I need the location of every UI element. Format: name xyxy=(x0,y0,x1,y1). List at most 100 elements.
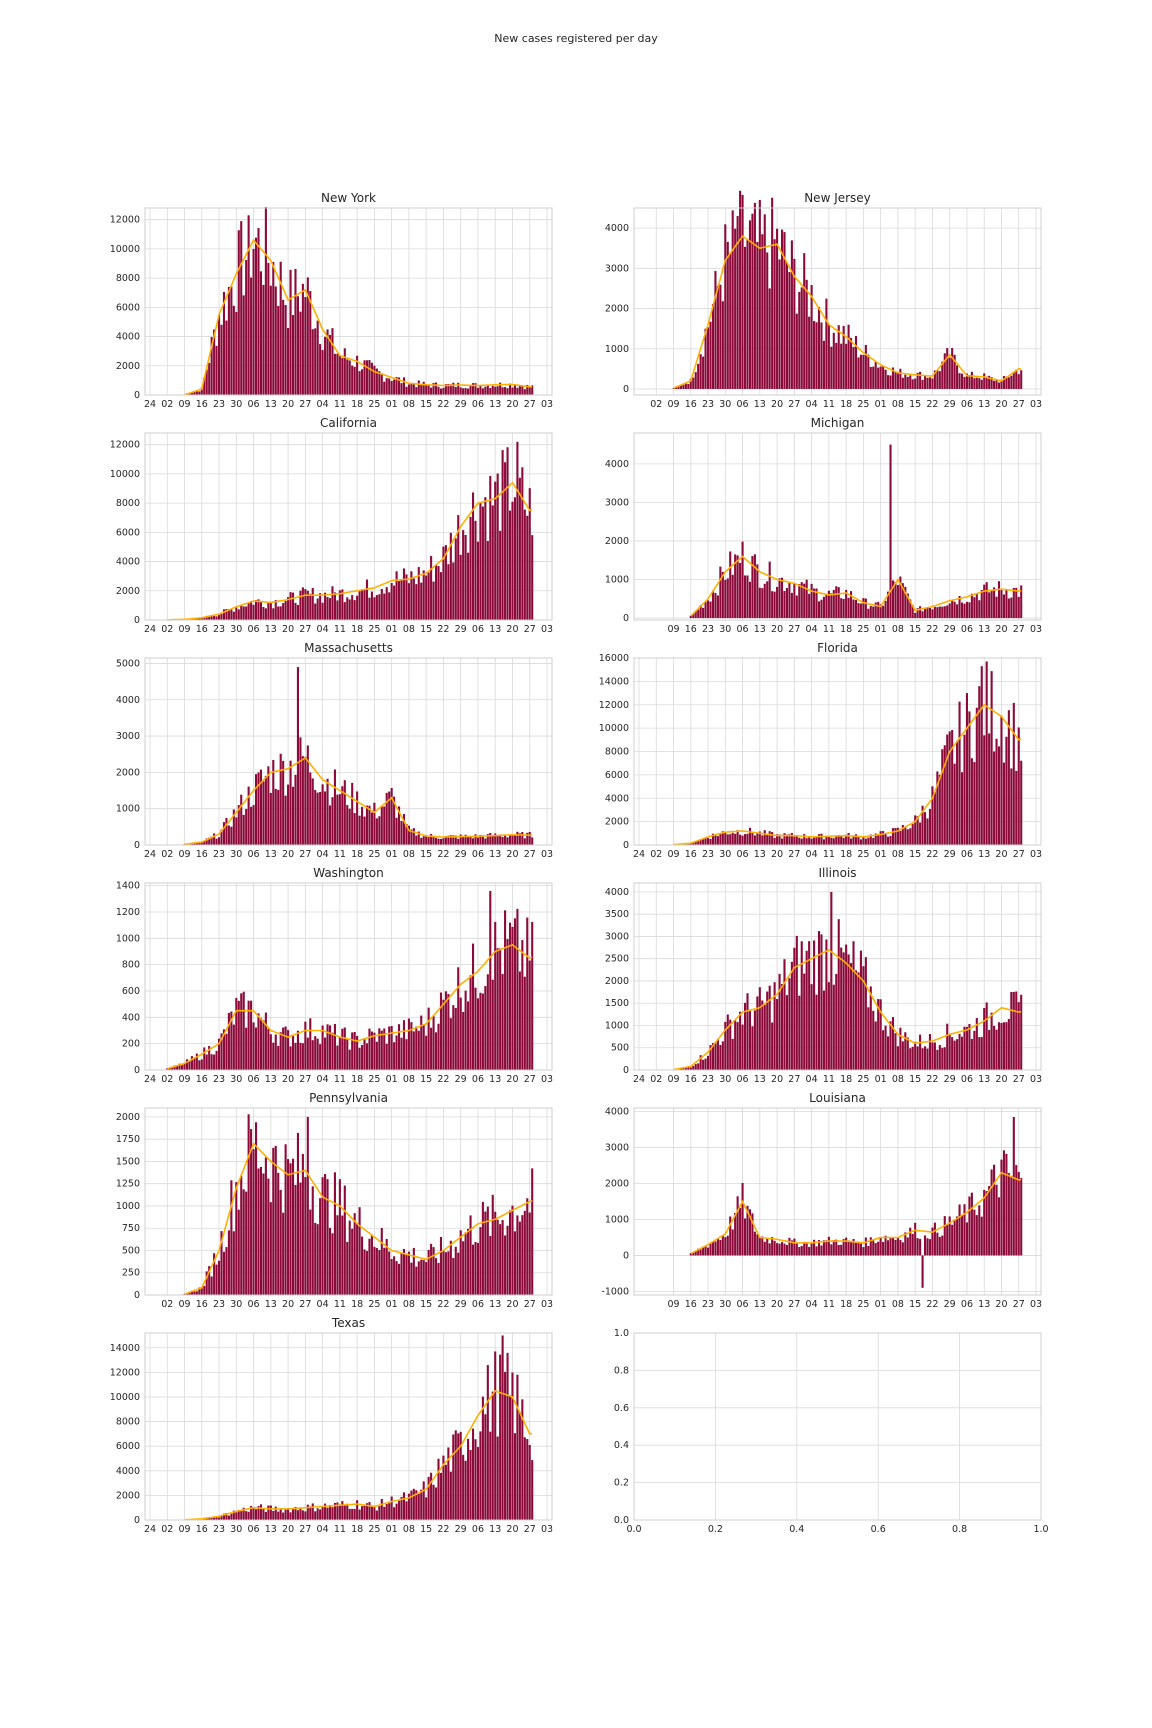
bar xyxy=(958,1034,961,1070)
bar xyxy=(220,829,223,845)
bar xyxy=(882,1241,885,1256)
bar xyxy=(827,982,830,1070)
bar xyxy=(412,828,415,845)
bar xyxy=(225,609,228,620)
y-tick-label: 12000 xyxy=(599,700,629,711)
x-tick-label: 30 xyxy=(230,1074,242,1085)
bar xyxy=(272,1147,275,1295)
x-tick-label: 13 xyxy=(978,1074,990,1085)
bar xyxy=(222,822,226,845)
bar xyxy=(785,834,788,845)
x-tick-label: 20 xyxy=(506,1524,518,1535)
bar xyxy=(430,1243,433,1295)
bar xyxy=(810,583,813,619)
bar xyxy=(326,1179,329,1295)
x-tick-label: 16 xyxy=(685,399,697,410)
bar xyxy=(689,1067,692,1070)
bar xyxy=(914,378,917,389)
bar xyxy=(257,228,260,395)
x-tick-label: 13 xyxy=(265,399,277,410)
bar xyxy=(205,615,208,620)
x-tick-label: 20 xyxy=(771,1299,783,1310)
bar xyxy=(504,835,507,845)
bar xyxy=(501,450,504,620)
bar xyxy=(872,366,875,389)
bar xyxy=(756,996,759,1070)
bar xyxy=(788,271,791,389)
bar xyxy=(726,834,729,845)
bar xyxy=(314,328,317,395)
y-tick-label: 10000 xyxy=(110,469,140,480)
bar xyxy=(284,1508,287,1520)
x-tick-label: 27 xyxy=(299,624,311,635)
x-tick-label: 06 xyxy=(248,1299,260,1310)
bar xyxy=(985,376,988,389)
bar xyxy=(471,943,475,1070)
bar xyxy=(407,1251,410,1295)
bar xyxy=(709,1045,712,1070)
bar xyxy=(692,1065,695,1070)
bar xyxy=(380,1498,383,1520)
y-tick-label: 10000 xyxy=(110,244,140,255)
bar xyxy=(911,379,914,389)
bar xyxy=(504,1371,507,1520)
x-tick-label: 15 xyxy=(909,624,921,635)
bar xyxy=(467,552,470,620)
bar xyxy=(970,371,973,389)
bar xyxy=(731,574,734,619)
bar xyxy=(516,387,519,395)
bar xyxy=(358,1509,361,1520)
average-line xyxy=(673,235,1022,389)
bar xyxy=(363,360,366,395)
x-tick-label: 11 xyxy=(823,1074,835,1085)
bar xyxy=(724,579,727,619)
bar xyxy=(845,834,848,845)
bar xyxy=(407,384,410,395)
bar xyxy=(874,1243,877,1256)
bar xyxy=(457,515,460,620)
bar xyxy=(993,587,996,619)
bar xyxy=(877,999,880,1070)
bar xyxy=(185,1059,189,1070)
bar xyxy=(771,1237,774,1256)
bar xyxy=(699,839,702,845)
bar xyxy=(857,835,860,845)
bar xyxy=(970,593,973,619)
bar xyxy=(923,608,927,619)
x-tick-label: 04 xyxy=(317,1074,329,1085)
bar xyxy=(980,666,983,845)
x-tick-label: 20 xyxy=(771,849,783,860)
bar xyxy=(859,839,862,845)
bar xyxy=(415,1026,418,1070)
bar xyxy=(385,378,388,395)
bar xyxy=(689,378,692,389)
bar xyxy=(247,786,250,845)
bar xyxy=(771,591,774,619)
bar xyxy=(489,388,492,395)
bar xyxy=(481,506,484,620)
bar xyxy=(891,1017,895,1070)
bar xyxy=(494,1351,497,1520)
bar xyxy=(326,597,329,620)
bar xyxy=(301,756,304,845)
bar xyxy=(385,1504,388,1520)
bar xyxy=(736,1022,739,1070)
bar xyxy=(434,565,438,620)
bar xyxy=(899,576,902,619)
bar xyxy=(279,261,282,395)
bar xyxy=(462,1011,465,1070)
bar xyxy=(309,772,312,845)
y-tick-label: 0 xyxy=(134,615,140,626)
bar xyxy=(494,1211,497,1295)
bar xyxy=(215,1515,218,1520)
bar xyxy=(822,839,825,845)
y-tick-label: 0.2 xyxy=(614,1478,629,1489)
bar xyxy=(743,575,747,619)
x-tick-label: 02 xyxy=(650,849,662,860)
bar xyxy=(287,1508,290,1520)
bar xyxy=(422,1024,425,1070)
bar xyxy=(237,1209,240,1295)
bar xyxy=(467,1001,470,1070)
bar xyxy=(306,1116,309,1295)
